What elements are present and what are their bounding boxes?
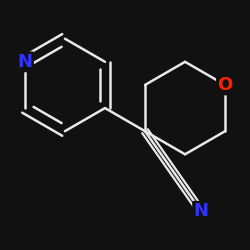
Text: N: N [18, 53, 32, 71]
Text: N: N [194, 202, 208, 220]
Text: O: O [218, 76, 233, 94]
